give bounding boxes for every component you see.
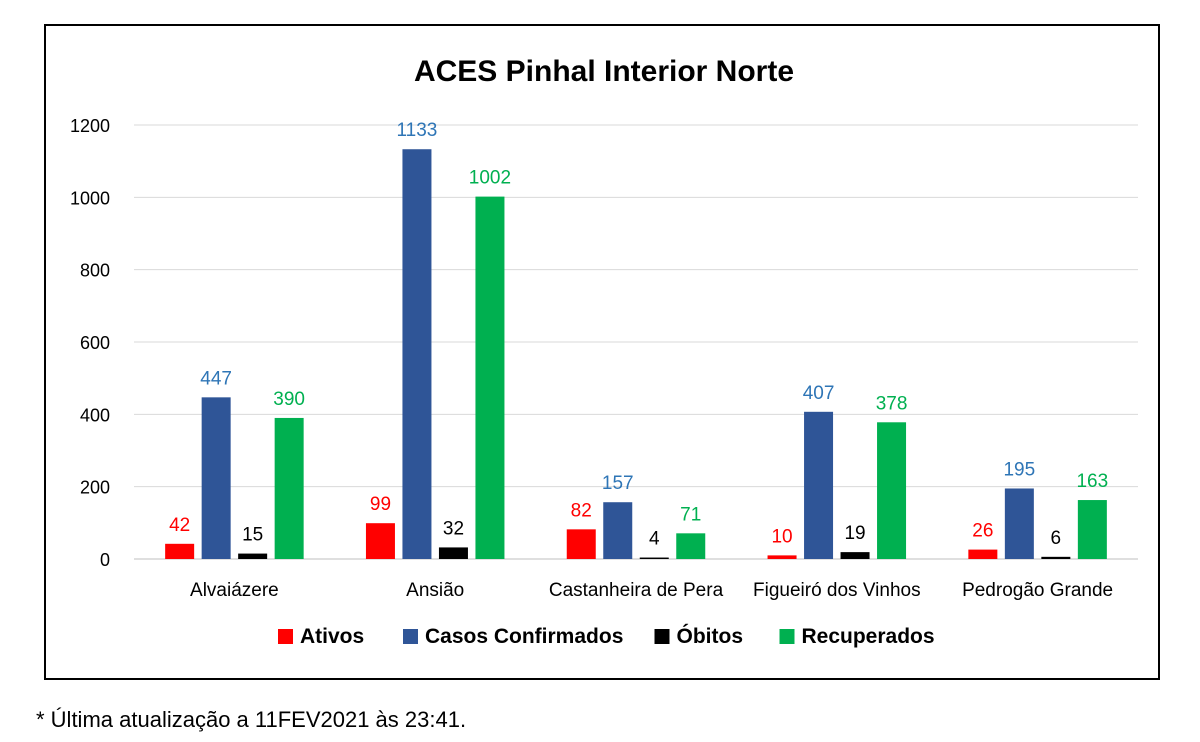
bar	[1004, 488, 1034, 559]
data-label: 82	[571, 500, 592, 521]
y-tick-label: 600	[80, 333, 110, 353]
y-tick-label: 200	[80, 478, 110, 498]
legend-label: Recuperados	[802, 625, 935, 648]
bar	[840, 552, 870, 559]
x-tick-label: Alvaiázere	[190, 580, 279, 601]
bar	[438, 547, 468, 559]
bar	[165, 543, 195, 559]
x-tick-label: Ansião	[406, 580, 464, 601]
bar	[968, 549, 998, 559]
y-tick-label: 1200	[70, 116, 110, 136]
x-tick-label: Figueiró dos Vinhos	[753, 580, 921, 601]
data-label: 1002	[469, 168, 511, 189]
y-tick-label: 0	[100, 550, 110, 570]
data-label: 163	[1076, 471, 1108, 492]
y-tick-label: 1000	[70, 188, 110, 208]
bar	[676, 533, 706, 559]
bar	[767, 555, 797, 559]
bar	[566, 529, 596, 559]
bar	[274, 417, 304, 559]
bar	[365, 523, 395, 559]
data-label: 195	[1003, 459, 1035, 480]
legend-swatch	[403, 629, 418, 644]
chart-title: ACES Pinhal Interior Norte	[414, 55, 794, 88]
bar	[639, 557, 669, 559]
x-tick-label: Castanheira de Pera	[549, 580, 724, 601]
data-label: 4	[649, 529, 660, 550]
bar	[1041, 556, 1071, 559]
legend-swatch	[278, 629, 293, 644]
legend-swatch	[779, 629, 795, 644]
bar	[238, 553, 268, 559]
x-tick-label: Pedrogão Grande	[962, 580, 1113, 601]
legend-label: Óbitos	[677, 624, 744, 648]
data-label: 390	[273, 389, 305, 410]
data-label: 26	[972, 521, 993, 542]
data-label: 1133	[397, 120, 438, 141]
bar	[804, 411, 834, 559]
legend-label: Casos Confirmados	[425, 625, 623, 648]
data-label: 71	[680, 504, 701, 525]
bar	[201, 397, 231, 559]
data-label: 407	[803, 383, 835, 404]
data-label: 15	[242, 525, 263, 546]
bar	[603, 502, 633, 559]
y-tick-label: 800	[80, 261, 110, 281]
y-tick-label: 400	[80, 405, 110, 425]
data-label: 10	[771, 526, 792, 547]
legend-swatch	[654, 629, 670, 644]
data-label: 99	[370, 494, 391, 515]
data-label: 447	[200, 368, 232, 389]
footnote: * Última atualização a 11FEV2021 às 23:4…	[36, 707, 467, 732]
chart-frame: ACES Pinhal Interior Norte 0 200 400 600 800…	[44, 24, 1160, 680]
bar	[475, 196, 505, 560]
bar	[1077, 500, 1107, 559]
bar-chart: ACES Pinhal Interior Norte 0 200 400 600 800…	[70, 55, 1138, 648]
data-label: 6	[1051, 528, 1062, 549]
data-label: 378	[876, 393, 908, 414]
bar	[877, 422, 907, 559]
data-label: 42	[169, 515, 190, 536]
data-label: 157	[602, 473, 634, 494]
bar	[402, 149, 432, 559]
data-label: 19	[844, 523, 865, 544]
data-label: 32	[443, 518, 464, 539]
legend-label: Ativos	[300, 625, 364, 648]
